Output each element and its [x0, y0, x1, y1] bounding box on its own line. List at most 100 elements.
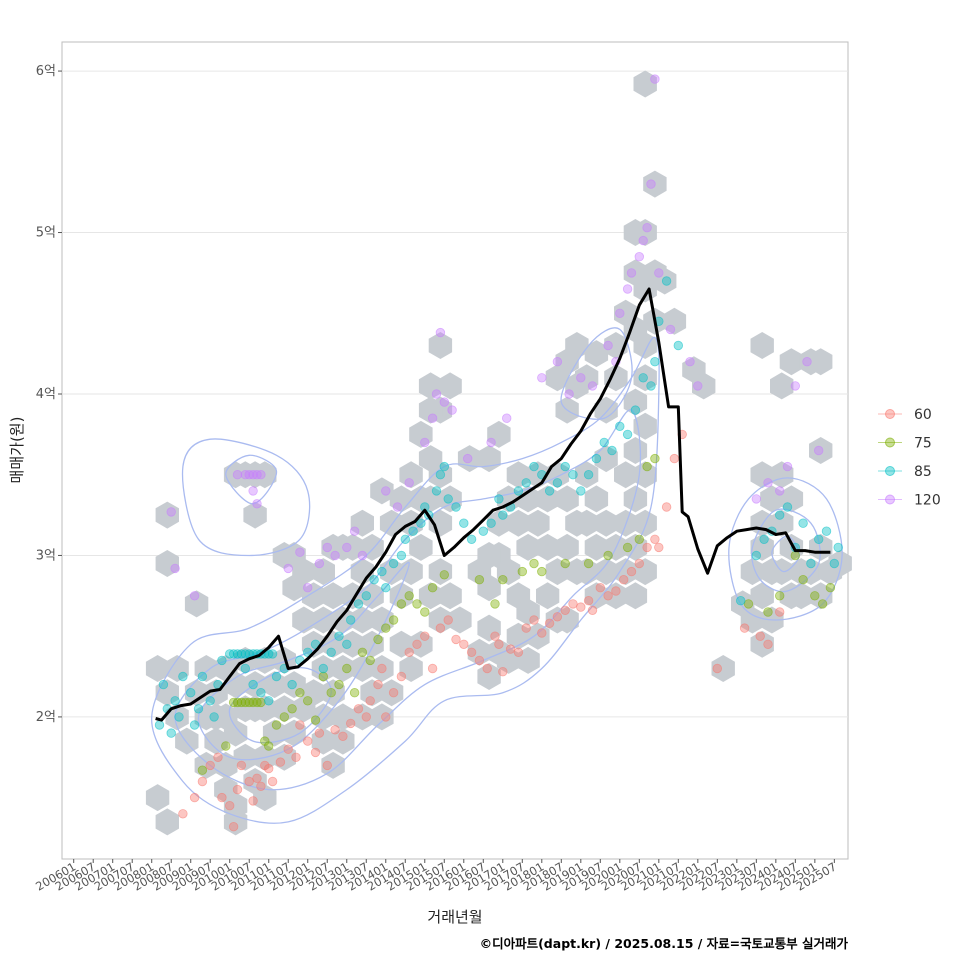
point-75 — [603, 550, 613, 561]
point-120 — [634, 252, 645, 262]
hexbin-cell — [457, 445, 482, 473]
point-85 — [193, 704, 204, 714]
point-120 — [166, 507, 176, 517]
point-85 — [166, 728, 176, 738]
point-120 — [486, 437, 496, 448]
density-contour — [751, 508, 821, 593]
point-60 — [521, 623, 531, 633]
point-75 — [517, 566, 528, 577]
hexbin-cell — [145, 784, 170, 812]
point-85 — [630, 405, 641, 415]
hexbin-cell — [301, 679, 326, 707]
point-120 — [693, 381, 703, 391]
point-60 — [642, 542, 652, 553]
hexbin-cell — [321, 582, 345, 610]
point-60 — [474, 655, 485, 666]
hexbin-cell — [282, 719, 306, 747]
point-85 — [814, 534, 824, 545]
hexbin-cell — [155, 550, 179, 577]
point-85 — [576, 486, 586, 496]
point-120 — [256, 470, 266, 480]
point-120 — [427, 413, 438, 423]
hexbin-cell — [584, 582, 609, 610]
point-120 — [447, 405, 457, 415]
point-60 — [739, 623, 750, 633]
point-60 — [775, 607, 785, 617]
density-contour — [728, 477, 843, 621]
hexbin-cell — [604, 364, 628, 392]
point-85 — [560, 461, 570, 472]
point-75 — [420, 607, 430, 617]
point-60 — [248, 796, 258, 806]
point-120 — [763, 478, 773, 488]
point-60 — [295, 720, 305, 730]
point-85 — [736, 596, 746, 606]
scatter-points — [154, 74, 843, 832]
point-75 — [529, 558, 539, 569]
point-85 — [185, 688, 196, 698]
hexbin-cell — [428, 606, 453, 634]
hexbin-cell — [623, 219, 648, 246]
point-60 — [303, 736, 313, 746]
point-85 — [529, 461, 539, 472]
point-85 — [217, 655, 227, 666]
point-85 — [498, 510, 508, 520]
point-120 — [314, 558, 325, 569]
point-60 — [381, 712, 391, 722]
hexbin-cell — [389, 582, 414, 610]
legend-key-point — [885, 437, 895, 448]
point-120 — [587, 381, 598, 391]
point-60 — [443, 615, 453, 625]
point-60 — [544, 618, 555, 629]
density-contour — [560, 327, 633, 420]
point-120 — [775, 486, 785, 496]
point-120 — [502, 413, 512, 423]
y-axis-title: 매매가(원) — [8, 417, 26, 484]
point-85 — [833, 542, 843, 553]
hexbin-cell — [614, 461, 638, 489]
source-caption: ©디아파트(dapt.kr) / 2025.08.15 / 자료=국토교통부 실… — [480, 936, 849, 951]
hexbin-cell — [321, 679, 345, 707]
point-120 — [322, 542, 333, 553]
point-120 — [170, 563, 180, 574]
point-60 — [396, 671, 407, 682]
point-85 — [396, 550, 407, 561]
hexbin-cell — [662, 307, 687, 335]
hexbin-cell — [555, 606, 579, 634]
hexbin-cell — [496, 558, 521, 586]
point-85 — [451, 502, 461, 512]
point-120 — [790, 381, 801, 391]
point-85 — [829, 558, 840, 569]
point-85 — [673, 340, 684, 351]
point-60 — [205, 760, 215, 771]
point-120 — [638, 235, 648, 246]
point-120 — [642, 222, 652, 233]
hexbin-cell — [799, 558, 823, 586]
point-85 — [287, 679, 297, 690]
hexbin-cell — [350, 509, 374, 537]
point-60 — [712, 663, 723, 674]
hexbin-cell — [194, 655, 218, 682]
point-75 — [650, 453, 660, 464]
point-60 — [361, 712, 372, 722]
point-85 — [521, 478, 531, 488]
point-60 — [197, 776, 208, 787]
median-trend-line — [155, 287, 831, 722]
hexbin-cell — [526, 622, 550, 650]
legend: 60 75 85 120 — [878, 407, 941, 509]
point-85 — [622, 429, 633, 440]
point-60 — [459, 639, 469, 650]
point-85 — [486, 518, 496, 528]
point-75 — [474, 575, 485, 585]
point-120 — [463, 453, 473, 464]
hexbin-cell — [370, 606, 394, 634]
point-120 — [248, 486, 258, 496]
hexbin-cell — [331, 727, 355, 755]
point-120 — [751, 494, 762, 504]
hexbin-cell — [409, 533, 433, 561]
point-60 — [505, 644, 516, 654]
point-120 — [342, 542, 352, 553]
hexbin-cell — [536, 533, 560, 561]
point-120 — [435, 327, 446, 338]
